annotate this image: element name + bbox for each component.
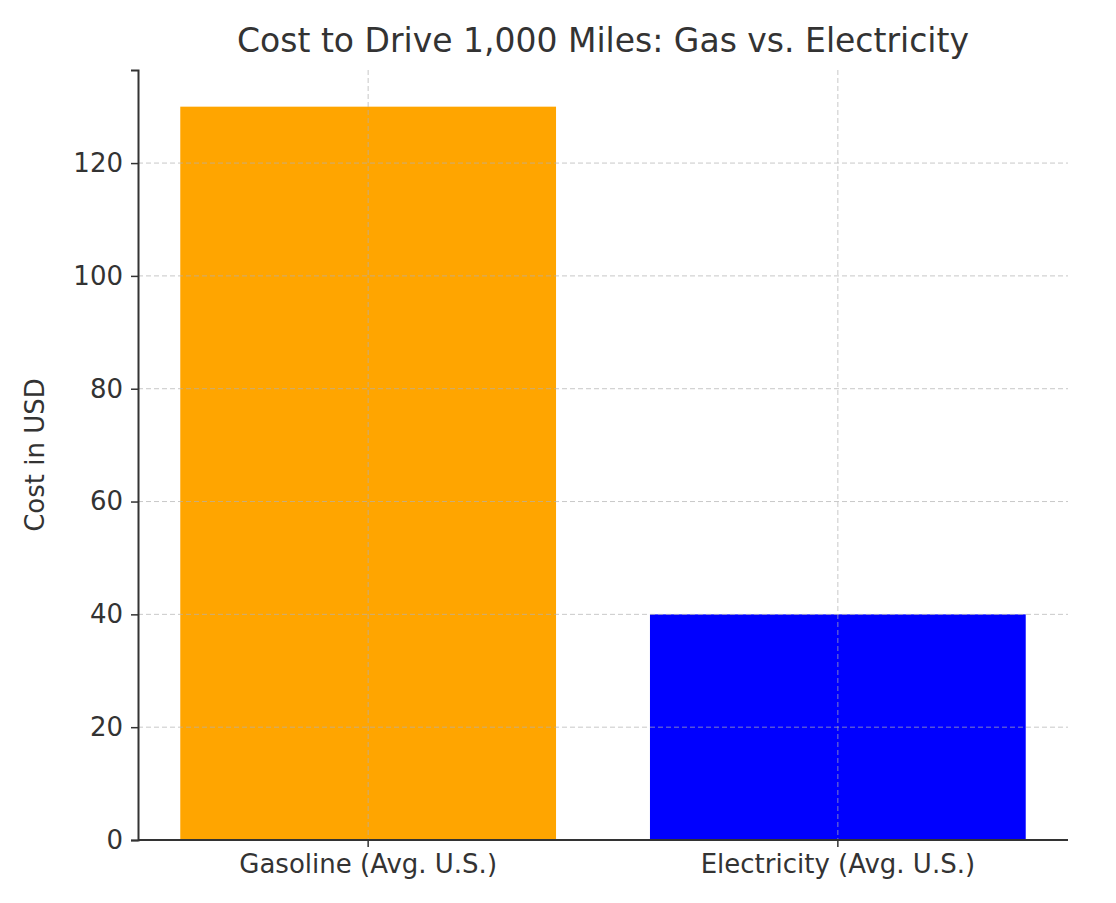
tick: 60 — [90, 486, 138, 516]
tick-mark — [131, 276, 138, 278]
grid — [138, 70, 1068, 840]
grid-line — [837, 70, 838, 840]
tick-label: 60 — [90, 486, 123, 516]
tick: 100 — [73, 261, 138, 291]
grid-line — [138, 501, 1068, 502]
title: Cost to Drive 1,000 Miles: Gas vs. Elect… — [237, 21, 969, 60]
grid-line — [138, 275, 1068, 276]
tick: 80 — [90, 374, 138, 404]
axis-title: Cost in USD — [20, 378, 50, 532]
tick-label: 0 — [106, 825, 123, 855]
tick-mark — [131, 614, 138, 616]
tick-mark — [131, 163, 138, 165]
axis-line — [131, 71, 139, 841]
tick-label: Electricity (Avg. U.S.) — [701, 849, 975, 879]
x-axis: Gasoline (Avg. U.S.) Electricity (Avg. U.… — [138, 840, 1068, 879]
tick-label: 100 — [73, 261, 123, 291]
grid-line — [138, 727, 1068, 728]
axis-line — [138, 839, 1068, 841]
tick-label: 20 — [90, 712, 123, 742]
tick-mark — [367, 840, 369, 847]
tick: 120 — [73, 148, 138, 178]
tick-mark — [837, 840, 839, 847]
tick-mark — [131, 388, 138, 390]
tick-label: Gasoline (Avg. U.S.) — [239, 849, 497, 879]
tick: Gasoline (Avg. U.S.) — [239, 840, 497, 879]
tick-label: 120 — [73, 148, 123, 178]
grid-line — [138, 388, 1068, 389]
y-axis: 0 20 40 60 80 100 120 — [73, 71, 138, 855]
tick: 0 — [106, 825, 138, 855]
grid-line — [138, 163, 1068, 164]
bars — [180, 107, 1025, 840]
grid-line — [368, 70, 369, 840]
grid-line — [138, 840, 1068, 841]
tick: Electricity (Avg. U.S.) — [701, 840, 975, 879]
tick-mark — [131, 840, 138, 842]
tick-label: 40 — [90, 599, 123, 629]
chart: 0 20 40 60 80 100 120 Gasoline (Avg. U.S.) Elect… — [0, 0, 1116, 903]
tick-mark — [131, 501, 138, 503]
tick-label: 80 — [90, 374, 123, 404]
tick: 40 — [90, 599, 138, 629]
tick-mark — [131, 727, 138, 729]
tick: 20 — [90, 712, 138, 742]
grid-line — [138, 614, 1068, 615]
